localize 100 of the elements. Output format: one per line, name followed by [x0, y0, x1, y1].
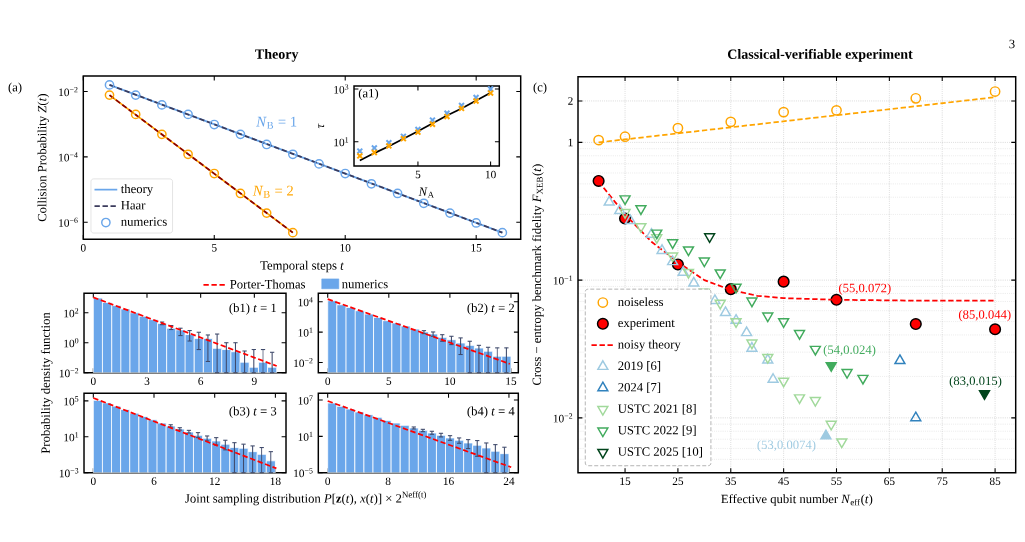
- y-tick-label: 10$^{−2}$: [294, 357, 313, 368]
- annotation: (b1) t = 1: [229, 303, 276, 315]
- chart-title: Theory: [255, 48, 299, 62]
- point: [714, 269, 726, 280]
- x-tick-label: 10: [340, 244, 351, 252]
- point: [104, 80, 115, 90]
- y-tick-label: 10$^{1}$: [298, 327, 313, 337]
- point: [614, 204, 626, 215]
- point: [157, 100, 167, 110]
- y-tick-label: 10$^{0}$: [64, 338, 79, 348]
- point: [235, 188, 246, 199]
- annotation: (85,0.044): [958, 309, 1011, 322]
- annotation: (53,0.0074): [757, 440, 816, 452]
- x-tick-label: 65: [884, 477, 895, 485]
- y-tick-label: 10$^{4}$: [298, 297, 313, 307]
- point: [261, 208, 272, 218]
- x-tick-label: 0: [90, 377, 96, 386]
- x-tick-label: 5: [386, 377, 392, 385]
- point: [910, 92, 922, 104]
- point: [104, 90, 115, 100]
- point: [836, 438, 848, 449]
- point: [730, 317, 742, 329]
- point: [698, 257, 711, 268]
- point: [445, 208, 455, 218]
- point: [471, 218, 482, 228]
- legend-label: 2019 [6]: [618, 361, 661, 372]
- x-axis-title: Temporal steps t: [260, 260, 344, 273]
- y-tick-label: 10$^{5}$: [64, 396, 79, 406]
- legend-label: USTC 2021 [8]: [618, 404, 696, 415]
- y-axis-title: τ: [318, 123, 325, 129]
- point: [725, 116, 737, 128]
- point: [857, 374, 869, 385]
- point: [746, 297, 758, 308]
- x-axis-title: N$_{A}$: [418, 187, 434, 198]
- x-tick-label: 0: [90, 477, 96, 486]
- point: [624, 214, 637, 225]
- x-tick-label: 6: [198, 377, 204, 385]
- y-tick-label: 10$^{1}$: [64, 432, 79, 442]
- y-tick-label: 10$^{−4}$: [59, 152, 78, 162]
- y-tick-label: 10$^{2}$: [64, 308, 79, 318]
- point: [831, 104, 842, 116]
- annotation: N$_{B}$ = 2: [252, 185, 293, 198]
- x-tick-label: 25: [672, 477, 684, 485]
- text: (a): [8, 82, 22, 95]
- point: [619, 195, 631, 206]
- point: [666, 239, 679, 250]
- x-tick-label: 55: [831, 477, 842, 485]
- point: [909, 317, 922, 331]
- text: Joint sampling distribution P[z(t), x(t)] × 2$^{Neff(t)}$: [185, 491, 426, 506]
- point: [809, 396, 822, 407]
- x-tick-label: 15: [506, 377, 517, 385]
- x-tick-label: 12: [210, 477, 220, 485]
- x-tick-label: 85: [989, 477, 1001, 486]
- x-tick-label: 9: [251, 377, 257, 385]
- point: [793, 329, 806, 340]
- point: [392, 188, 403, 199]
- point: [793, 394, 806, 405]
- point: [841, 368, 853, 379]
- legend-label: noisy theory: [618, 339, 681, 352]
- point: [703, 233, 716, 244]
- legend-label: USTC 2025 [10]: [618, 446, 702, 458]
- y-tick-label: 10$^{3}$: [334, 84, 349, 94]
- legend-label: Haar: [121, 201, 146, 210]
- y-tick-label: 10$^{−5}$: [294, 468, 313, 478]
- point: [287, 149, 298, 160]
- point: [209, 168, 220, 179]
- annotation: (b2) t = 2: [467, 303, 515, 315]
- point: [682, 246, 695, 257]
- x-tick-label: 0: [325, 477, 331, 486]
- legend-label: 2024 [7]: [618, 382, 661, 394]
- legend-label: USTC 2022 [9]: [618, 425, 696, 436]
- annotation: N$_{B}$ = 1: [256, 116, 297, 129]
- x-tick-label: 6: [151, 477, 157, 485]
- chart-title: Classical-verifiable experiment: [727, 48, 913, 62]
- point: [714, 299, 726, 310]
- annotation: (b4) t = 4: [467, 406, 515, 419]
- x-tick-label: 10: [445, 377, 456, 386]
- point: [130, 109, 141, 120]
- legend-label: numerics: [121, 217, 167, 226]
- point: [287, 227, 298, 238]
- y-tick-label: 10$^{1}$: [334, 137, 349, 147]
- x-tick-label: 15: [471, 244, 482, 252]
- y-tick-label: 1: [568, 138, 573, 147]
- point: [235, 129, 246, 140]
- point: [682, 268, 695, 279]
- y-axis-title: Collision Probability Z(t): [37, 93, 49, 222]
- y-tick-label: 10$^{−2}$: [59, 368, 79, 378]
- annotation: (54,0.024): [823, 345, 876, 357]
- legend-label: noiseless: [618, 297, 664, 307]
- y-tick-label: 10$^{7}$: [298, 395, 313, 405]
- point: [809, 345, 822, 356]
- point: [619, 131, 631, 143]
- point: [656, 244, 668, 255]
- y-tick-label: 2: [568, 97, 573, 105]
- point: [825, 361, 837, 372]
- point: [366, 178, 377, 189]
- x-tick-label: 45: [778, 477, 789, 485]
- x-tick-label: 75: [937, 477, 948, 485]
- point: [777, 275, 790, 288]
- y-tick-label: 10$^{−6}$: [59, 217, 78, 227]
